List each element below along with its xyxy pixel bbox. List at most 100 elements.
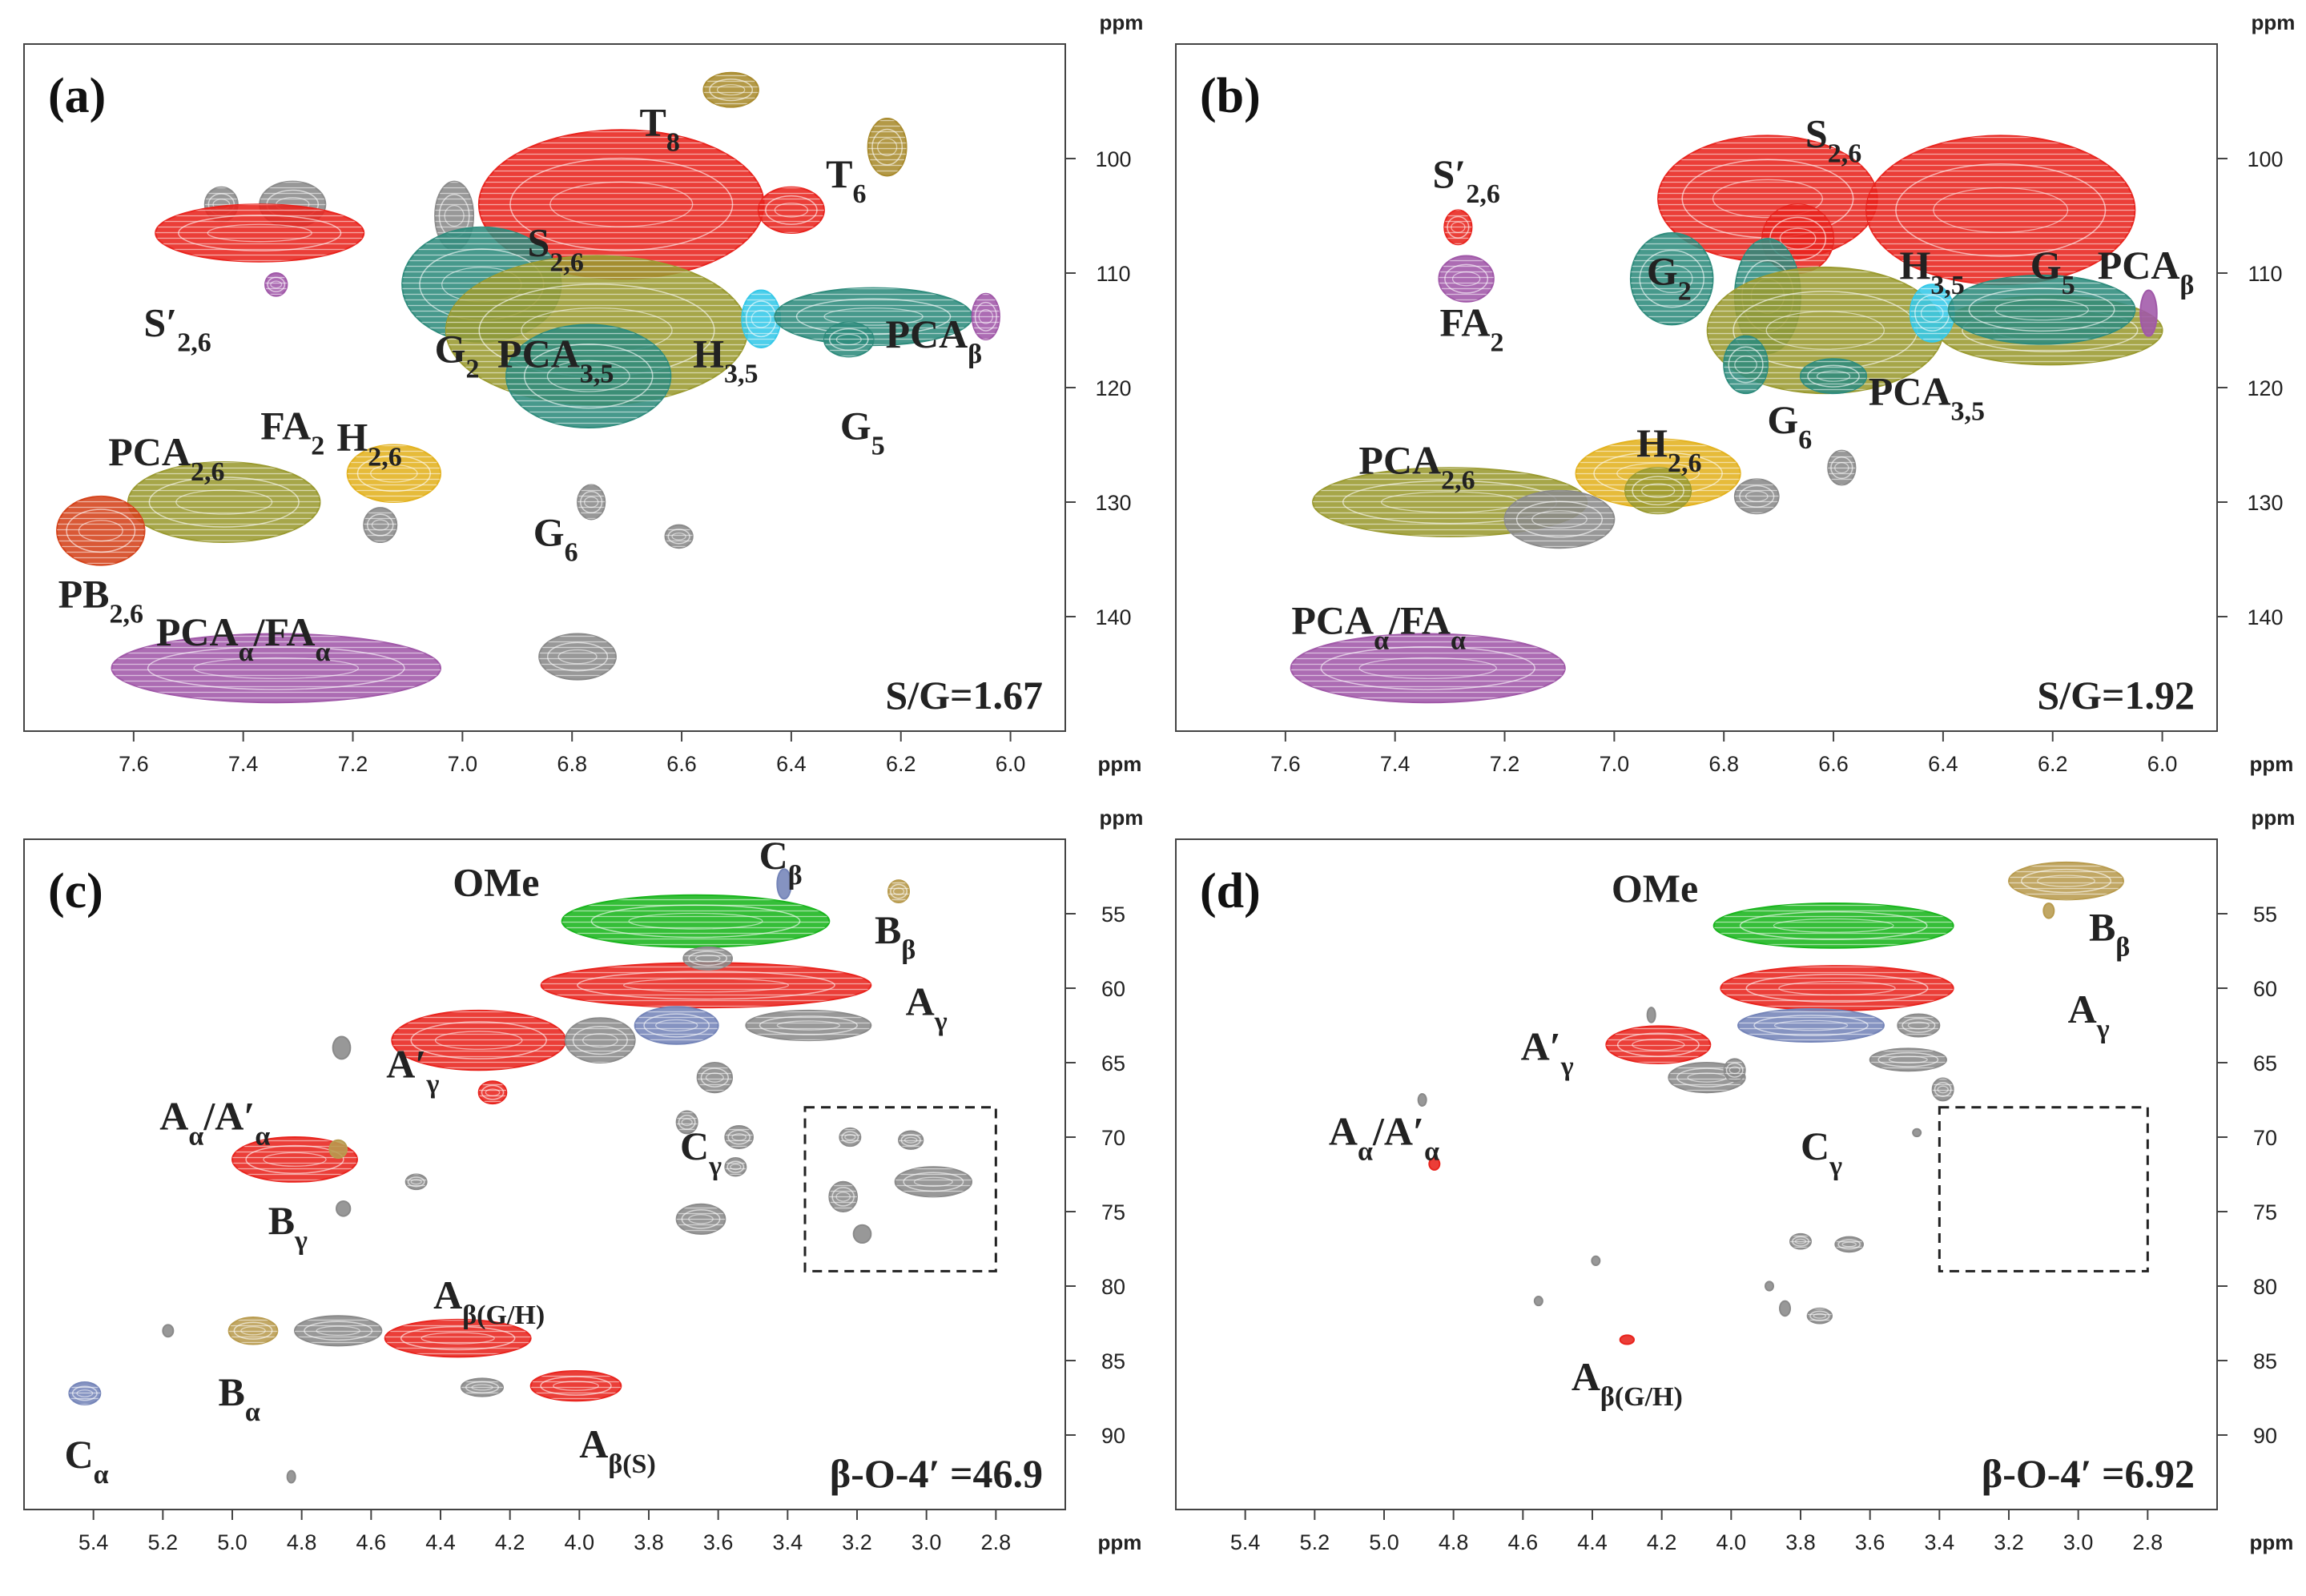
peak-label: Bγ <box>268 1198 308 1256</box>
peak-label: Cγ <box>680 1124 722 1181</box>
ratio-note: β-O-4′ =46.9 <box>830 1451 1043 1496</box>
cross-peak-B <box>887 879 910 904</box>
x-tick-label: 5.0 <box>1369 1530 1399 1554</box>
x-tick-label: 6.2 <box>886 752 916 776</box>
y-tick-label: 70 <box>1101 1126 1125 1150</box>
x-tick-label: 6.6 <box>1818 752 1849 776</box>
x-tick-label: 5.4 <box>78 1530 109 1554</box>
panel-tag: (c) <box>48 864 103 919</box>
y-tick-label: 140 <box>1095 605 1131 629</box>
cross-peak-T <box>867 117 908 177</box>
cross-peak-grey <box>898 1130 924 1150</box>
peak-label: H3,5 <box>1900 243 1965 300</box>
x-tick-label: 6.0 <box>2147 752 2178 776</box>
cross-peak-S <box>1605 1025 1712 1064</box>
peak-label: Aα/A′α <box>1329 1108 1439 1166</box>
cross-peak-C <box>776 868 792 900</box>
x-tick-label: 6.0 <box>996 752 1026 776</box>
cross-peak-PB <box>56 495 146 566</box>
y-axis-unit: ppm <box>2252 806 2296 830</box>
cross-peak-grey <box>363 507 398 544</box>
panel-a: 7.6 7.4 7.2 7.0 6.8 6.6 6.4 6.2 6.0 100 110 120 130 1… <box>23 10 1143 776</box>
cross-peak-S <box>757 186 825 234</box>
x-tick-label: 7.2 <box>338 752 368 776</box>
peak-label: S2,6 <box>1805 111 1861 169</box>
x-tick-label: 4.6 <box>356 1530 387 1554</box>
cross-peak-grey <box>1591 1255 1601 1266</box>
cross-peak-G <box>1800 358 1868 395</box>
x-tick-label: 5.2 <box>1300 1530 1330 1554</box>
peak-label: S′2,6 <box>143 300 211 358</box>
peak-label: G5 <box>840 403 885 460</box>
cross-peak-S <box>384 1318 532 1358</box>
cross-peak-grey <box>1765 1280 1774 1292</box>
cross-peak-S <box>1720 965 1954 1011</box>
y-tick-label: 130 <box>2247 491 2283 515</box>
y-tick-label: 90 <box>2253 1424 2277 1448</box>
cross-peak-grey <box>1417 1093 1427 1107</box>
plot-frame <box>1175 838 2218 1510</box>
panel-tag: (a) <box>48 69 106 123</box>
y-tick-label: 60 <box>2253 977 2277 1001</box>
peak-label: PB2,6 <box>58 572 143 629</box>
cross-peak-PCA <box>127 460 321 544</box>
y-tick-label: 120 <box>2247 376 2283 400</box>
cross-peak-H <box>346 444 441 503</box>
cross-peak-FA_alpha <box>264 272 288 297</box>
cross-peak-C <box>634 1006 719 1045</box>
cross-peak-T <box>702 71 759 108</box>
x-tick-label: 6.4 <box>1928 752 1958 776</box>
x-tick-label: 4.8 <box>1439 1530 1469 1554</box>
cross-peak-grey <box>1869 1047 1947 1072</box>
x-tick-label: 7.0 <box>1600 752 1630 776</box>
x-tick-label: 3.4 <box>773 1530 803 1554</box>
cross-peak-S <box>1443 209 1473 246</box>
peak-label: Aβ(S) <box>579 1421 656 1479</box>
cross-peak-grey <box>894 1166 973 1198</box>
peak-label: Aβ(G/H) <box>433 1272 545 1330</box>
cross-peak-FA_alpha <box>2139 289 2158 337</box>
cross-peak-grey <box>294 1315 383 1347</box>
cross-peak-B <box>2008 861 2124 901</box>
cross-peak-grey <box>565 1017 636 1063</box>
cross-peak-grey <box>724 1125 755 1149</box>
peak-label: G5 <box>2030 243 2075 300</box>
peak-label: Aβ(G/H) <box>1572 1354 1683 1412</box>
ratio-note: S/G=1.92 <box>2037 673 2195 718</box>
x-tick-label: 5.2 <box>148 1530 179 1554</box>
cross-peak-grey <box>745 1009 872 1042</box>
y-tick-label: 65 <box>2253 1051 2277 1075</box>
ratio-note: S/G=1.67 <box>885 673 1043 718</box>
cross-peak-grey <box>1646 1007 1656 1023</box>
cross-peak-grey <box>682 946 734 971</box>
cross-peak-S <box>477 129 765 280</box>
cross-peak-B <box>2042 902 2055 919</box>
peak-label: G6 <box>1767 397 1812 455</box>
cross-peak-B <box>227 1317 279 1345</box>
peak-label: G6 <box>533 509 578 567</box>
peak-label: Cγ <box>1801 1124 1842 1181</box>
cross-peak-B <box>328 1139 348 1160</box>
x-tick-label: 4.2 <box>1647 1530 1677 1554</box>
x-tick-label: 3.6 <box>1855 1530 1885 1554</box>
x-tick-label: 4.4 <box>425 1530 456 1554</box>
cross-peak-grey <box>664 524 694 549</box>
cross-peak-grey <box>675 1203 726 1235</box>
peak-label: PCA2,6 <box>108 429 224 487</box>
y-tick-label: 110 <box>2248 262 2282 286</box>
x-tick-label: 6.4 <box>776 752 807 776</box>
x-tick-label: 2.8 <box>981 1530 1012 1554</box>
x-axis-unit: ppm <box>1098 1530 1142 1554</box>
x-tick-label: 6.2 <box>2038 752 2068 776</box>
x-axis-unit: ppm <box>2250 1530 2294 1554</box>
cross-peak-grey <box>852 1224 872 1244</box>
cross-peak-grey <box>404 1173 428 1191</box>
x-tick-label: 3.0 <box>2063 1530 2094 1554</box>
x-tick-label: 4.2 <box>495 1530 525 1554</box>
x-tick-label: 7.2 <box>1490 752 1520 776</box>
y-tick-label: 75 <box>2253 1200 2277 1224</box>
peak-label: H2,6 <box>336 415 401 472</box>
y-tick-label: 100 <box>1095 147 1131 171</box>
x-tick-label: 4.0 <box>1716 1530 1747 1554</box>
panel-b: 7.6 7.4 7.2 7.0 6.8 6.6 6.4 6.2 6.0 100 110 120 130 1… <box>1175 10 2295 776</box>
